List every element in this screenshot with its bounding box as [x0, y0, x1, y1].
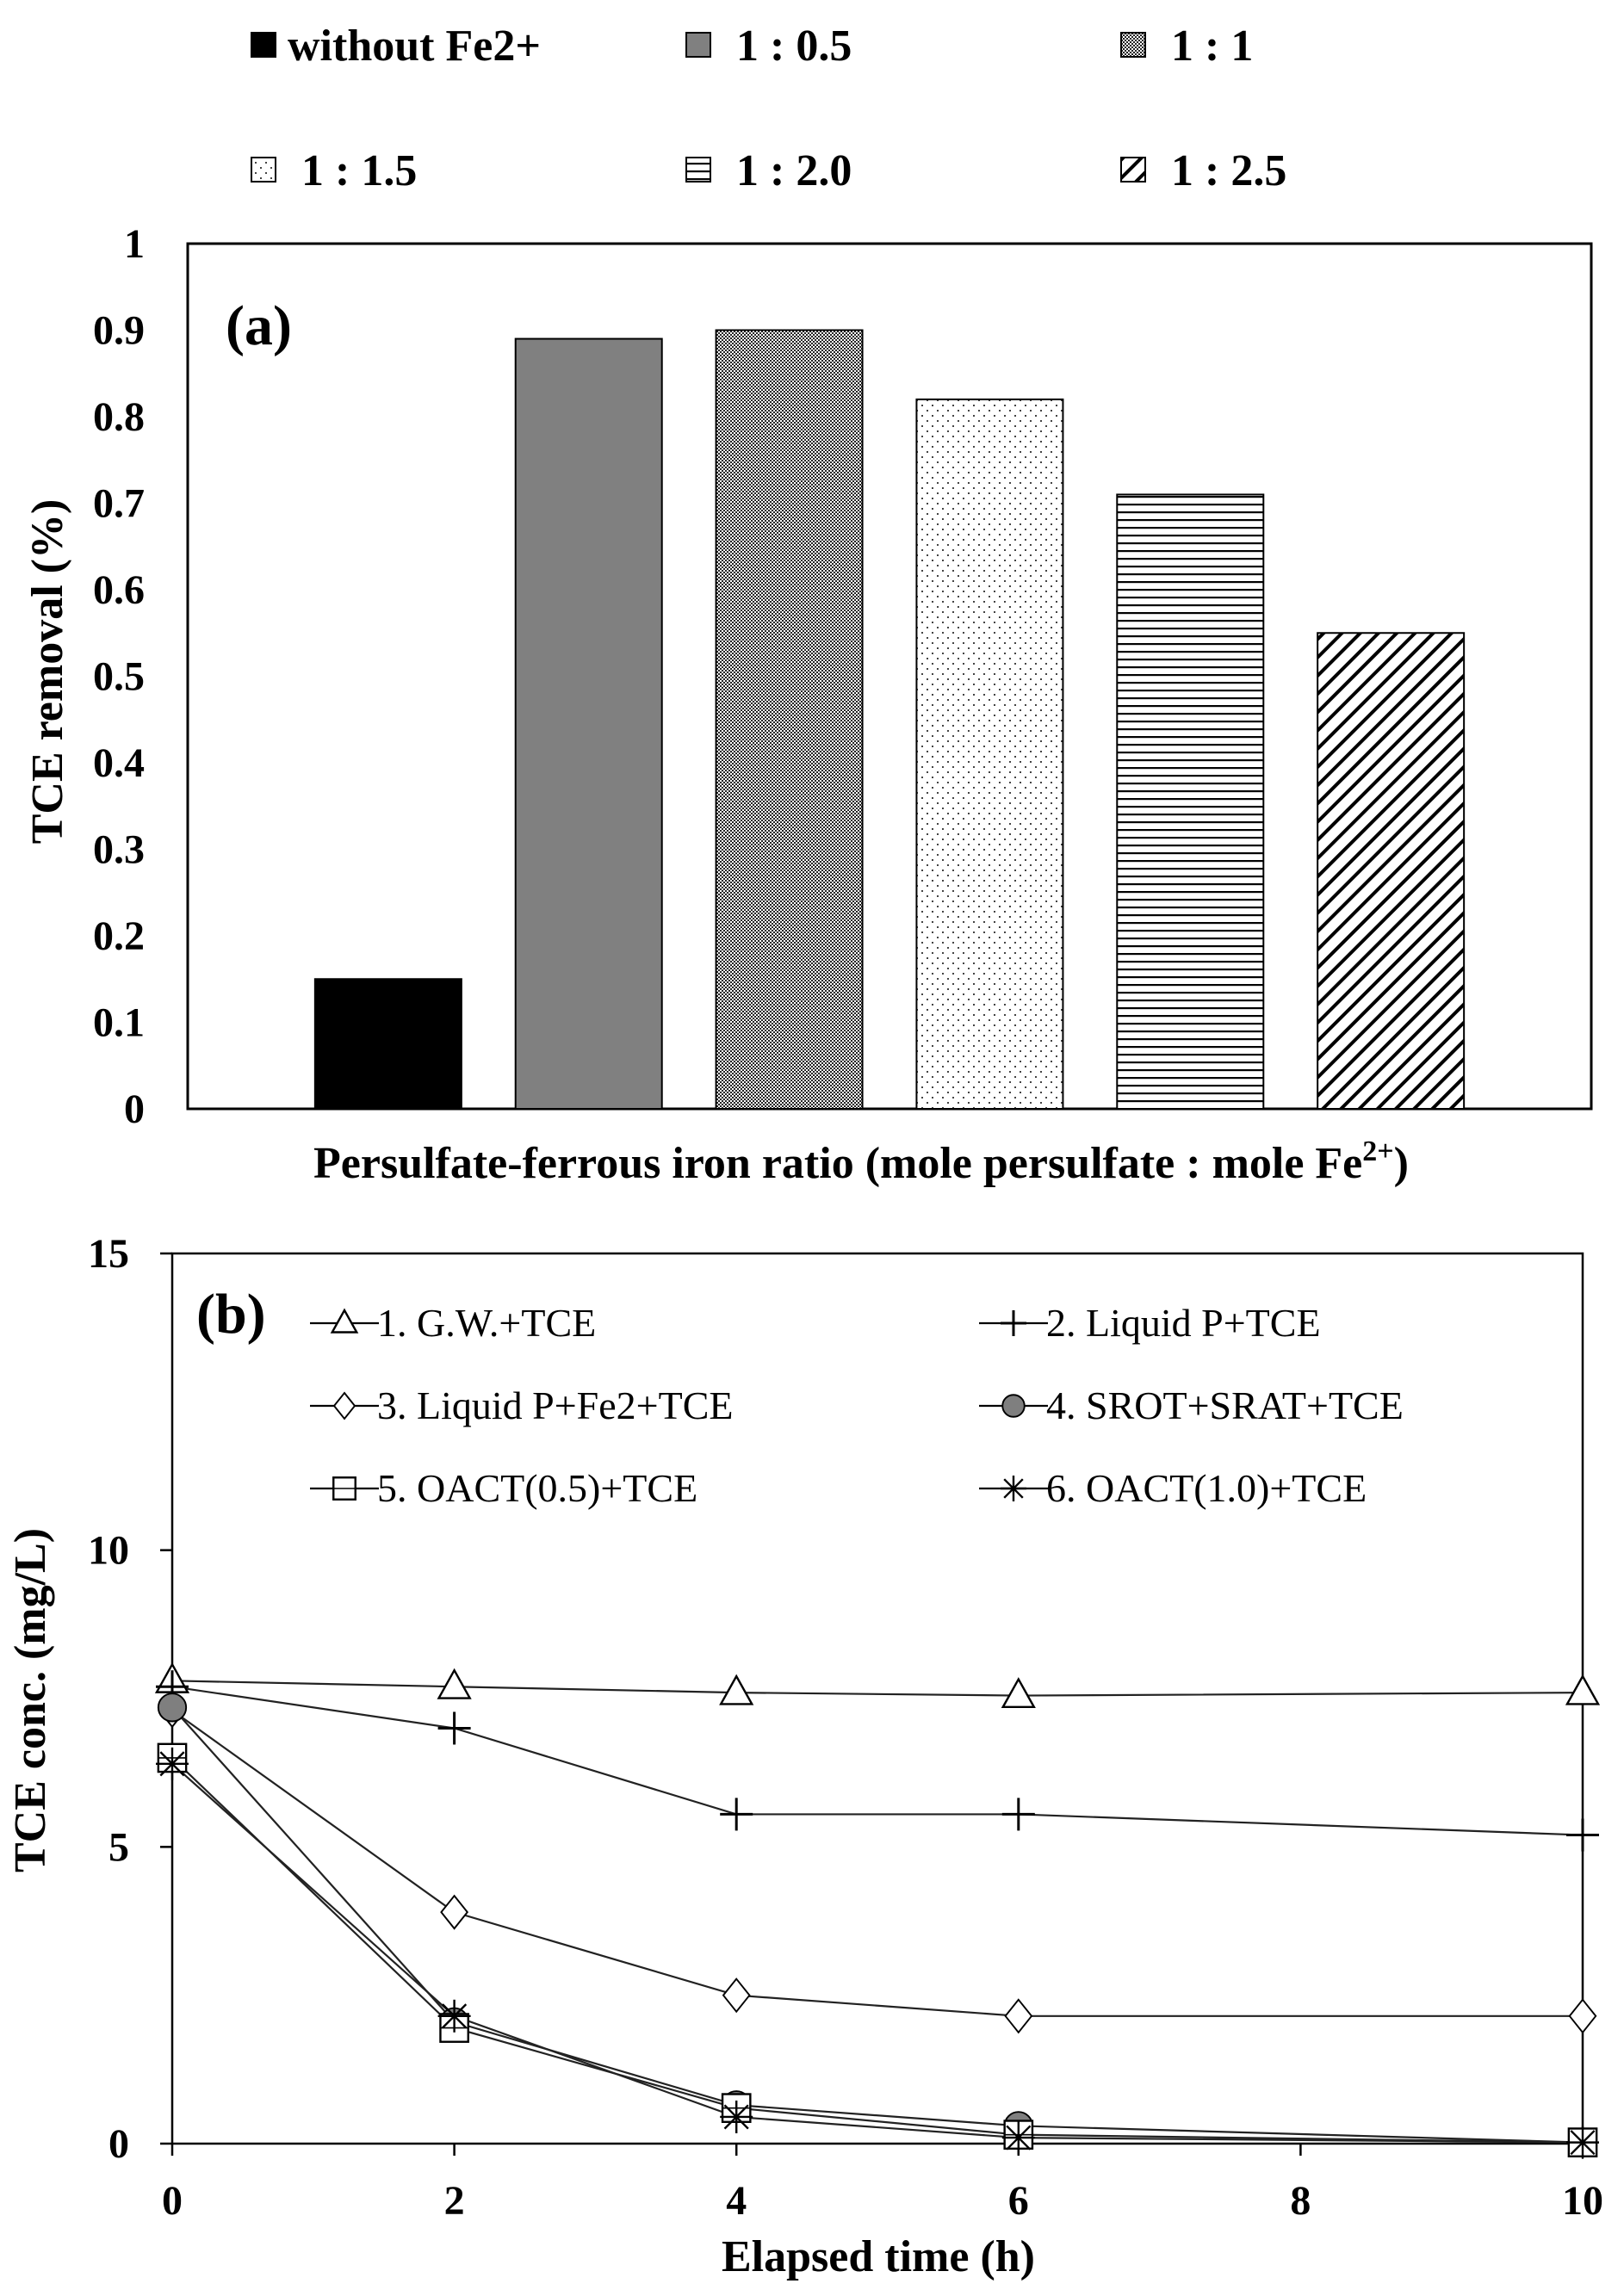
marker-asterisk: [720, 2100, 753, 2133]
legend-label: 1 : 2.0: [736, 146, 852, 195]
panel-a-ytick-label: 0.5: [93, 654, 145, 700]
marker-diamond: [332, 1391, 356, 1420]
panel-a-ytick-label: 0.9: [93, 308, 145, 354]
legend-swatch: [251, 157, 276, 183]
marker-diamond: [1568, 1998, 1597, 2034]
marker-triangle: [1001, 1677, 1036, 1709]
marker-plus: [1001, 1310, 1026, 1336]
marker-asterisk: [1566, 2126, 1599, 2159]
panel-b-ylabel: TCE conc. (mg/L): [6, 1528, 55, 1872]
series-line: [171, 1686, 1584, 1836]
marker-plus: [720, 1798, 753, 1831]
panel-b: 0 5 10 15 0 2 4 6 8 10 1. G.W.+TCE 2. Liquid P+TCE 3…: [88, 1231, 1603, 2224]
legend-label: 5. OACT(0.5)+TCE: [377, 1466, 697, 1510]
panel-b-xtick-label: 6: [1008, 2178, 1029, 2224]
marker-asterisk: [1001, 2121, 1035, 2155]
panel-a-ytick-label: 0.7: [93, 481, 145, 527]
legend-label: 4. SROT+SRAT+TCE: [1046, 1383, 1404, 1427]
legend-label: 1 : 2.5: [1171, 146, 1286, 195]
panel-a-xlabel-sup: 2+: [1362, 1136, 1393, 1167]
panel-a-plot-frame: [186, 242, 1593, 1111]
panel-a-ylabel: TCE removal (%): [23, 499, 72, 845]
panel-a-ytick-label: 0.1: [93, 1000, 145, 1046]
panel-b-xtick-label: 8: [1290, 2178, 1311, 2224]
marker-triangle: [437, 1668, 472, 1699]
legend-swatch: [1120, 32, 1146, 58]
panel-a-ytick-label: 0: [124, 1086, 145, 1132]
panel-a-xlabel: Persulfate-ferrous iron ratio (mole pers…: [313, 1136, 1409, 1188]
marker-diamond: [1004, 1998, 1033, 2034]
legend-label: without Fe2+: [288, 22, 541, 71]
legend-label: 1 : 0.5: [736, 22, 852, 71]
marker-square: [332, 1476, 356, 1501]
panel-b-xlabel: Elapsed time (h): [722, 2232, 1035, 2281]
panel-a-xlabel-end: ): [1394, 1139, 1409, 1188]
legend-swatch: [685, 157, 711, 183]
panel-b-ytick-label: 0: [108, 2121, 129, 2167]
panel-b-xtick-label: 2: [444, 2178, 465, 2224]
legend-label: 3. Liquid P+Fe2+TCE: [377, 1383, 734, 1427]
panel-a-ytick-label: 0.2: [93, 913, 145, 959]
panel-b-ytick-label: 10: [88, 1528, 129, 1574]
legend-label: 1 : 1: [1171, 22, 1253, 71]
marker-plus: [1001, 1798, 1035, 1831]
panel-a-ytick-label: 0.8: [93, 394, 145, 440]
marker-asterisk: [437, 1999, 471, 2033]
marker-diamond: [722, 1977, 751, 2014]
bar: [715, 329, 864, 1110]
series-line: [171, 1763, 1584, 2144]
marker-triangle: [330, 1308, 359, 1334]
panel-b-xtick-label: 4: [726, 2178, 747, 2224]
panel-a-label: (a): [226, 294, 292, 357]
legend-label: 2. Liquid P+TCE: [1046, 1301, 1321, 1345]
panel-a: 0 0.1 0.2 0.3 0.4 0.5 0.6 0.7 0.8 0.9 1 without Fe2…: [93, 22, 1593, 1132]
marker-plus: [1566, 1818, 1599, 1852]
series-line: [171, 1757, 1584, 2144]
marker-asterisk: [156, 1747, 189, 1780]
panel-b-ytick-label: 5: [108, 1824, 129, 1870]
bar: [915, 398, 1064, 1110]
panel-a-ytick-label: 0.4: [93, 740, 145, 786]
panel-a-ytick-label: 1: [124, 221, 145, 267]
series-line: [171, 1680, 1584, 1697]
panel-a-xlabel-main: Persulfate-ferrous iron ratio (mole pers…: [313, 1139, 1362, 1188]
bar: [1116, 493, 1265, 1110]
panel-a-ytick-label: 0.6: [93, 567, 145, 613]
legend-swatch: [1120, 157, 1146, 183]
panel-b-xtick-label: 10: [1562, 2178, 1603, 2224]
marker-triangle: [1565, 1674, 1601, 1705]
legend-swatch: [251, 32, 276, 58]
legend-label: 1 : 1.5: [301, 146, 417, 195]
bar: [1317, 632, 1466, 1110]
marker-triangle: [719, 1674, 754, 1705]
series-line: [171, 1706, 1584, 2144]
legend-label: 6. OACT(1.0)+TCE: [1046, 1466, 1367, 1510]
marker-circle: [1001, 1394, 1026, 1418]
series-line: [171, 1709, 1583, 2017]
marker-diamond: [440, 1894, 469, 1930]
bar: [514, 337, 663, 1110]
legend-label: 1. G.W.+TCE: [377, 1301, 596, 1345]
legend-swatch: [685, 32, 711, 58]
bar: [313, 978, 462, 1110]
panel-b-ytick-label: 15: [88, 1231, 129, 1277]
panel-b-xtick-label: 0: [162, 2178, 183, 2224]
marker-circle: [157, 1693, 188, 1723]
panel-a-ytick-label: 0.3: [93, 827, 145, 873]
marker-asterisk: [1001, 1476, 1026, 1501]
panel-b-label: (b): [196, 1283, 266, 1346]
marker-plus: [437, 1711, 471, 1745]
